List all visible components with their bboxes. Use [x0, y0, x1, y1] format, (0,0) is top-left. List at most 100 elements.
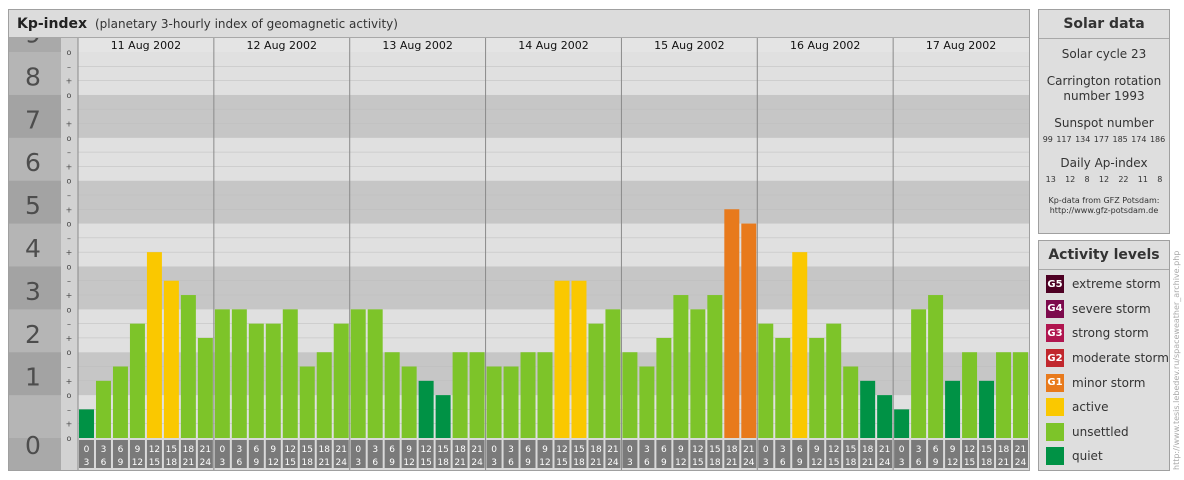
interval-end-label: 9 [933, 458, 939, 468]
kp-bar [163, 280, 179, 438]
interval-box [214, 440, 230, 468]
interval-start-label: 0 [491, 445, 497, 455]
date-header-band [78, 38, 1029, 52]
interval-end-label: 9 [253, 458, 259, 468]
interval-box [469, 440, 485, 468]
interval-start-label: 21 [607, 445, 618, 455]
interval-end-label: 15 [285, 458, 296, 468]
interval-start-label: 0 [219, 445, 225, 455]
interval-start-label: 9 [135, 445, 141, 455]
interval-start-label: 9 [542, 445, 548, 455]
interval-start-label: 3 [508, 445, 514, 455]
interval-start-label: 9 [950, 445, 956, 455]
interval-end-label: 6 [101, 458, 107, 468]
interval-start-label: 21 [879, 445, 890, 455]
sunspot-value: 186 [1149, 135, 1166, 144]
y-label-band [9, 180, 61, 224]
carrington-rotation-line2: number 1993 [1063, 89, 1145, 103]
interval-end-label: 9 [389, 458, 395, 468]
activity-legend: G5 extreme storm G4 severe storm G3 stro… [1039, 270, 1169, 469]
legend-label: severe storm [1072, 301, 1151, 316]
interval-end-label: 6 [916, 458, 922, 468]
interval-end-label: 18 [573, 458, 585, 468]
activity-levels-panel: Activity levels G5 extreme storm G4 seve… [1038, 240, 1170, 471]
sunspot-value: 117 [1056, 135, 1072, 144]
interval-box [605, 440, 621, 468]
kp-bar [877, 395, 893, 438]
interval-end-label: 12 [268, 458, 279, 468]
interval-end-label: 3 [627, 458, 633, 468]
plot-band [78, 180, 1029, 224]
y-tick-label: 9 [25, 38, 41, 49]
interval-box [996, 440, 1012, 468]
interval-start-label: 18 [319, 445, 331, 455]
sub-tick-label: – [67, 320, 71, 329]
sub-tick-label: – [67, 234, 71, 243]
interval-box [163, 440, 179, 468]
interval-end-label: 18 [302, 458, 314, 468]
legend-label: unsettled [1072, 424, 1129, 439]
interval-box [622, 440, 638, 468]
interval-box [537, 440, 553, 468]
interval-box [877, 440, 893, 468]
y-label-band [9, 309, 61, 353]
sub-tick-label: – [67, 277, 71, 286]
kp-bar [248, 323, 264, 438]
plot-band [78, 223, 1029, 267]
interval-start-label: 0 [627, 445, 633, 455]
interval-box [197, 440, 213, 468]
legend-item-active: active [1039, 395, 1169, 420]
interval-end-label: 15 [964, 458, 975, 468]
kp-bar [401, 366, 417, 438]
interval-end-label: 18 [166, 458, 178, 468]
interval-end-label: 9 [797, 458, 803, 468]
interval-box [962, 440, 978, 468]
ap-value: 13 [1045, 175, 1056, 184]
kp-bar [367, 309, 383, 438]
interval-end-label: 21 [183, 458, 194, 468]
interval-box [690, 440, 706, 468]
interval-end-label: 15 [692, 458, 703, 468]
legend-swatch: G2 [1046, 349, 1064, 368]
legend-item-strong-storm: G3 strong storm [1039, 321, 1169, 346]
kp-bar [197, 337, 213, 438]
interval-box [894, 440, 910, 468]
interval-start-label: 0 [84, 445, 90, 455]
sub-tick-column [61, 38, 78, 470]
interval-box [418, 440, 434, 468]
interval-end-label: 6 [372, 458, 378, 468]
interval-box [945, 440, 961, 468]
kp-bar [214, 309, 230, 438]
plot-band [78, 137, 1029, 181]
interval-box [792, 440, 808, 468]
interval-start-label: 6 [253, 445, 259, 455]
ap-value: 12 [1065, 175, 1076, 184]
interval-box [741, 440, 757, 468]
sub-tick-label: + [66, 334, 73, 343]
interval-box [333, 440, 349, 468]
kp-bar [79, 409, 94, 438]
interval-end-label: 21 [319, 458, 330, 468]
y-tick-label: 6 [25, 148, 41, 177]
kp-bar [979, 380, 995, 438]
interval-end-label: 12 [947, 458, 958, 468]
interval-end-label: 24 [200, 458, 212, 468]
interval-start-label: 3 [644, 445, 650, 455]
interval-box [724, 440, 740, 468]
legend-item-severe-storm: G4 severe storm [1039, 297, 1169, 322]
interval-end-label: 6 [644, 458, 650, 468]
kp-bar [673, 295, 689, 438]
legend-swatch [1046, 447, 1064, 466]
kp-chart: 11 Aug 2002 12 Aug 2002 13 Aug 2002 14 Aug … [9, 38, 1029, 470]
interval-start-label: 12 [556, 445, 567, 455]
interval-box [775, 440, 791, 468]
interval-end-label: 24 [879, 458, 891, 468]
interval-end-label: 21 [454, 458, 465, 468]
interval-start-label: 6 [525, 445, 531, 455]
interval-end-label: 21 [590, 458, 601, 468]
interval-end-label: 21 [726, 458, 737, 468]
kp-bar [605, 309, 621, 438]
interval-box [520, 440, 536, 468]
interval-box [1013, 440, 1028, 468]
interval-box [452, 440, 468, 468]
